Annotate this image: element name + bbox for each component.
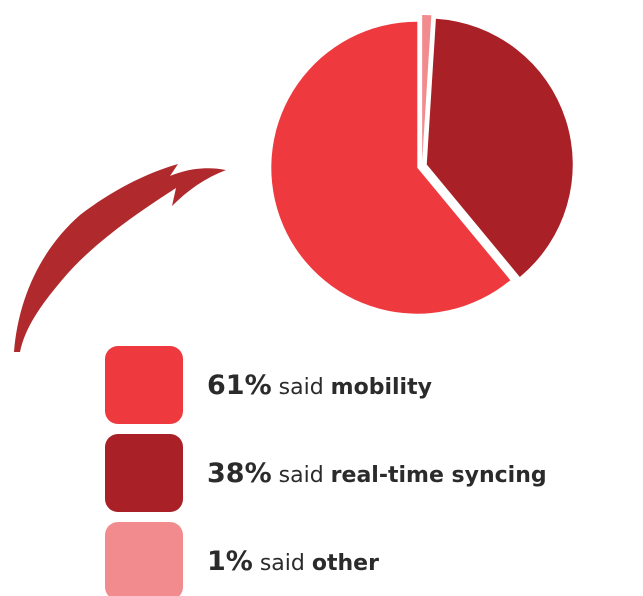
pie-slice xyxy=(426,18,573,277)
pie-slice xyxy=(271,21,511,314)
legend-label: mobility xyxy=(331,375,432,400)
legend-connector: said xyxy=(260,551,305,576)
legend-percent: 38% xyxy=(207,458,272,489)
legend-entry: 1% said other xyxy=(207,546,379,577)
legend-swatch xyxy=(105,522,183,596)
arrow xyxy=(14,164,226,352)
legend-connector: said xyxy=(279,375,324,400)
legend-swatch xyxy=(105,434,183,512)
legend-entry: 38% said real-time syncing xyxy=(207,458,547,489)
legend-percent: 61% xyxy=(207,370,272,401)
legend-swatch xyxy=(105,346,183,424)
legend-label: other xyxy=(312,551,379,576)
legend-entry: 61% said mobility xyxy=(207,370,432,401)
legend-connector: said xyxy=(279,463,324,488)
legend-label: real-time syncing xyxy=(331,463,547,488)
pie-slice xyxy=(422,15,432,162)
legend-percent: 1% xyxy=(207,546,253,577)
